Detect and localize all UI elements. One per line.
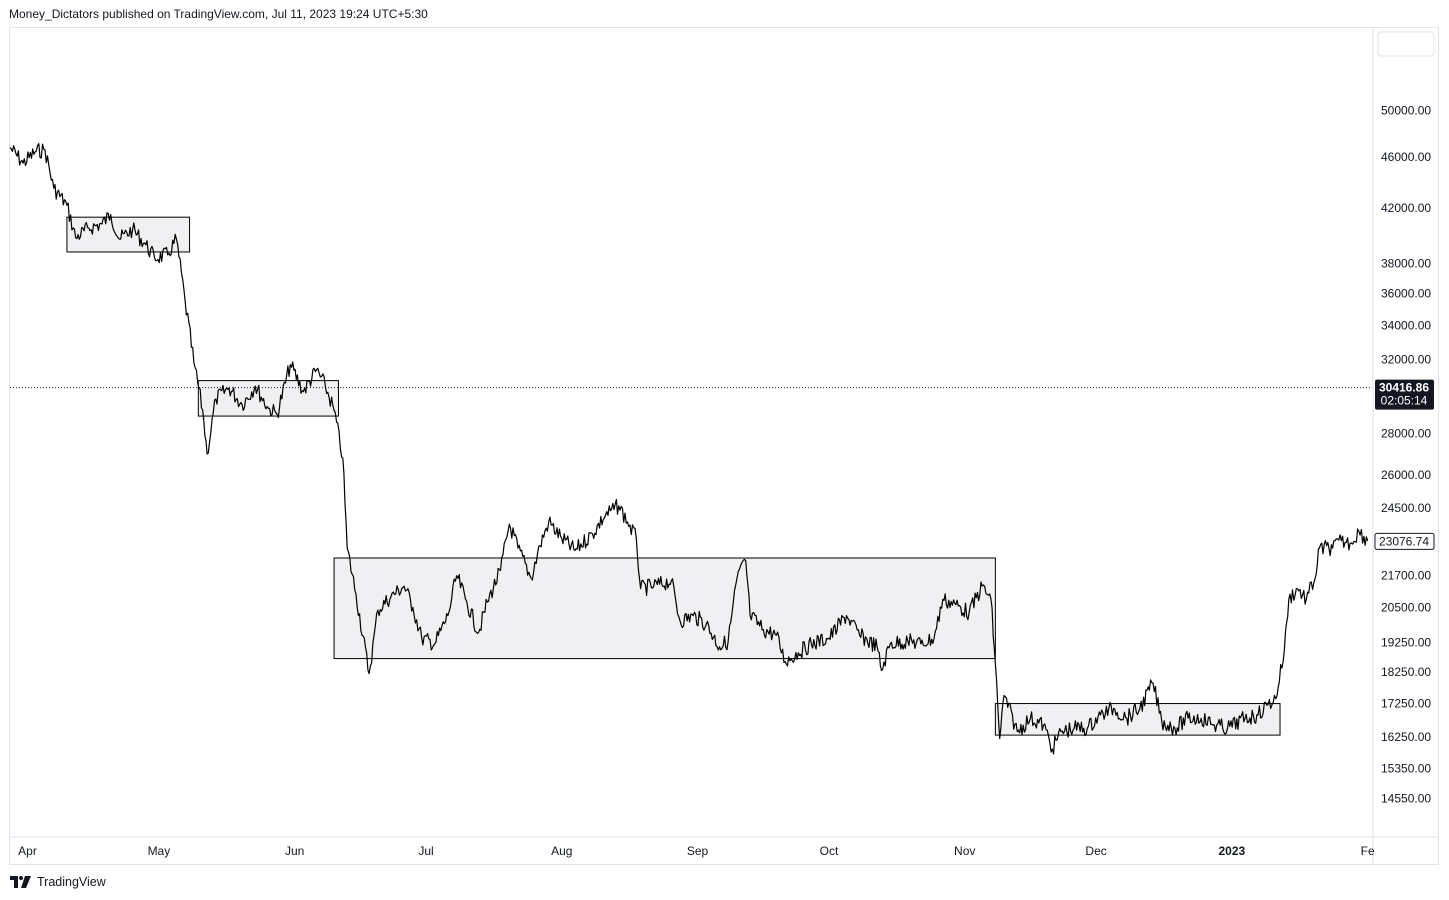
y-tick-label: 32000.00 — [1381, 352, 1431, 366]
y-tick-label: 38000.00 — [1381, 257, 1431, 271]
bar-countdown: 02:05:14 — [1381, 394, 1428, 408]
y-tick-label: 17250.00 — [1381, 697, 1431, 711]
tradingview-logo-icon — [10, 876, 32, 888]
footer-brand-label: TradingView — [37, 875, 106, 889]
zones-layer — [66, 216, 1281, 736]
zone-box-3[interactable] — [333, 557, 996, 660]
y-tick-label: 15350.00 — [1381, 762, 1431, 776]
y-tick-label: 20500.00 — [1381, 600, 1431, 614]
y-tick-label: 24500.00 — [1381, 501, 1431, 515]
current-price-value: 30416.86 — [1379, 381, 1429, 395]
chart-frame — [9, 27, 1439, 865]
price-axis-widget[interactable] — [1377, 31, 1435, 57]
zone-box-1[interactable] — [66, 216, 191, 253]
footer-brand: TradingView — [10, 875, 106, 889]
x-tick-label: May — [148, 844, 171, 858]
x-tick-label: Sep — [687, 844, 709, 858]
y-tick-label: 19250.00 — [1381, 635, 1431, 649]
last-close-value: 23076.74 — [1379, 534, 1429, 548]
x-tick-label: Nov — [954, 844, 975, 858]
x-tick-label: 2023 — [1219, 844, 1246, 858]
y-tick-label: 26000.00 — [1381, 468, 1431, 482]
zone-box-2[interactable] — [197, 380, 339, 417]
x-tick-label: Oct — [820, 844, 839, 858]
price-axis: 50000.00 46000.00 42000.00 38000.00 36000.00… — [1381, 104, 1431, 806]
y-tick-label: 16250.00 — [1381, 730, 1431, 744]
y-tick-label: 50000.00 — [1381, 104, 1431, 118]
y-tick-label: 34000.00 — [1381, 319, 1431, 333]
x-tick-label: Apr — [18, 844, 37, 858]
y-tick-label: 28000.00 — [1381, 427, 1431, 441]
x-tick-label: Jul — [418, 844, 433, 858]
x-tick-label: Fe — [1361, 844, 1375, 858]
y-tick-label: 42000.00 — [1381, 201, 1431, 215]
x-tick-label: Jun — [285, 844, 304, 858]
price-line[interactable] — [9, 143, 1369, 755]
x-tick-label: Aug — [551, 844, 572, 858]
y-tick-label: 21700.00 — [1381, 569, 1431, 583]
x-tick-label: Dec — [1085, 844, 1106, 858]
current-price-badge — [1375, 379, 1434, 410]
y-tick-label: 14550.00 — [1381, 791, 1431, 805]
last-close-badge — [1374, 532, 1435, 550]
y-tick-label: 18250.00 — [1381, 665, 1431, 679]
y-tick-label: 46000.00 — [1381, 150, 1431, 164]
y-tick-label: 36000.00 — [1381, 287, 1431, 301]
series-layer — [9, 143, 1369, 755]
publish-header: Money_Dictators published on TradingView… — [9, 7, 428, 21]
time-axis: Apr May Jun Jul Aug Sep Oct Nov Dec 2023 Fe — [18, 844, 1375, 858]
